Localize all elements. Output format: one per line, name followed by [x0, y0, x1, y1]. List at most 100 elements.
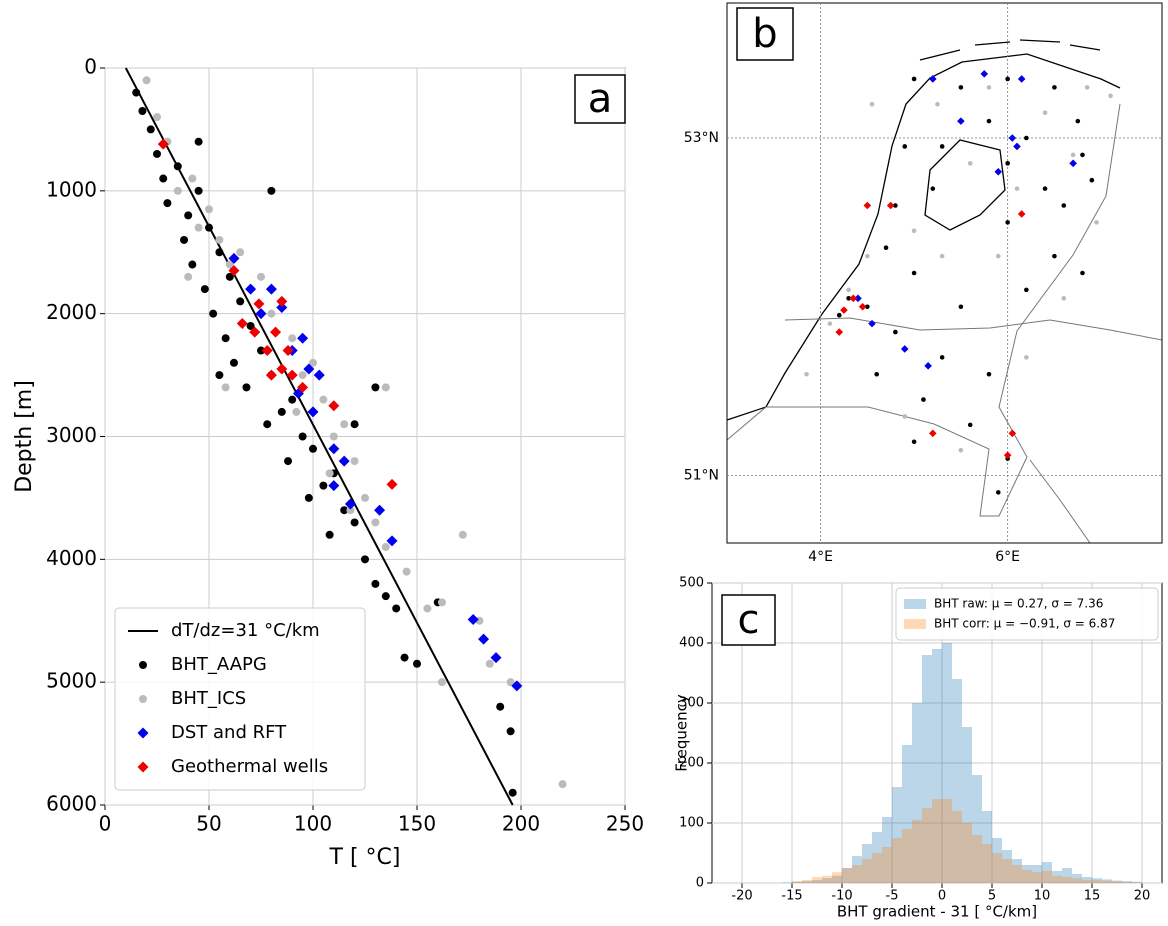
hist-bar: [982, 811, 992, 883]
point: [846, 287, 851, 293]
point: [188, 260, 197, 269]
point: [902, 144, 908, 149]
point: [350, 518, 359, 527]
point: [276, 363, 288, 375]
point: [1042, 186, 1048, 191]
point: [467, 614, 479, 626]
point: [153, 149, 161, 158]
hist-bar: [862, 844, 872, 883]
point: [371, 383, 380, 392]
islands: [919, 39, 1101, 61]
point: [900, 345, 909, 353]
point: [1069, 159, 1077, 168]
point: [346, 506, 355, 515]
point: [1024, 287, 1029, 293]
map-background: [727, 3, 1162, 543]
hist-bar: [822, 875, 832, 883]
point: [209, 309, 218, 318]
x-tick-label: 20: [1134, 889, 1151, 904]
point: [350, 457, 359, 466]
point: [374, 504, 386, 516]
point: [236, 248, 245, 257]
panel-label-box: [736, 7, 794, 61]
x-tick-label: -15: [781, 889, 802, 904]
point: [400, 653, 409, 662]
point: [298, 432, 307, 441]
point: [1017, 75, 1026, 83]
hist-bar: [962, 727, 972, 883]
point: [413, 659, 421, 668]
point: [361, 555, 369, 564]
point: [276, 302, 288, 314]
hist-bar: [992, 838, 1002, 883]
x-tick-label: 50: [196, 812, 221, 836]
point: [245, 283, 257, 295]
hist-bar: [932, 649, 942, 883]
hist-bar: [1112, 880, 1122, 883]
legend-swatch: [139, 695, 147, 703]
hist-bar: [1012, 865, 1022, 883]
point: [277, 407, 286, 416]
hist-bar: [892, 838, 902, 883]
hist-bar: [1112, 881, 1122, 883]
hist-bar: [1022, 869, 1032, 883]
point: [935, 101, 940, 107]
point: [242, 383, 251, 392]
hist-bar: [1132, 881, 1142, 883]
point: [1061, 203, 1067, 208]
point: [173, 162, 182, 171]
point: [344, 498, 356, 510]
legend-label: BHT_ICS: [171, 688, 246, 709]
x-tick-label: 4°E: [808, 549, 833, 565]
hist-bar: [1052, 871, 1062, 883]
y-tick-label: 0: [84, 55, 97, 79]
point: [924, 362, 932, 370]
point: [265, 369, 277, 381]
point: [865, 253, 870, 259]
hist-bar: [972, 835, 982, 883]
point: [506, 678, 515, 687]
point: [506, 727, 515, 736]
point: [340, 506, 349, 515]
point: [490, 652, 502, 664]
point: [957, 117, 965, 125]
hist-bar: [1072, 878, 1082, 883]
point: [153, 113, 161, 122]
point: [402, 567, 411, 576]
point: [911, 439, 917, 445]
y-tick-label: 5000: [46, 669, 97, 693]
point: [986, 85, 992, 90]
point: [319, 395, 328, 404]
point: [328, 443, 340, 455]
panel-label-box: [721, 594, 776, 646]
point: [967, 161, 973, 166]
y-tick-label: 0: [696, 876, 704, 891]
border: [726, 103, 1121, 517]
hist-bar: [902, 745, 912, 883]
point: [958, 447, 964, 453]
point: [865, 304, 870, 310]
point: [205, 205, 213, 214]
panel-label: b: [752, 11, 777, 57]
hist-bar: [802, 880, 812, 883]
point: [939, 144, 945, 149]
point: [1024, 355, 1029, 360]
point: [854, 294, 862, 303]
point: [511, 680, 523, 692]
point: [236, 297, 245, 306]
point: [437, 678, 446, 687]
x-tick-label: -10: [831, 889, 852, 904]
legend-swatch: [904, 619, 926, 629]
hist-bar: [922, 655, 932, 883]
legend-label: BHT corr: μ = −0.91, σ = 6.87: [934, 617, 1115, 631]
hist-bar: [922, 808, 932, 883]
point: [194, 223, 203, 232]
point: [980, 70, 989, 78]
point: [846, 296, 851, 301]
point: [902, 414, 908, 419]
point: [257, 346, 265, 355]
point: [869, 101, 875, 107]
point: [371, 518, 380, 527]
point: [309, 444, 317, 453]
